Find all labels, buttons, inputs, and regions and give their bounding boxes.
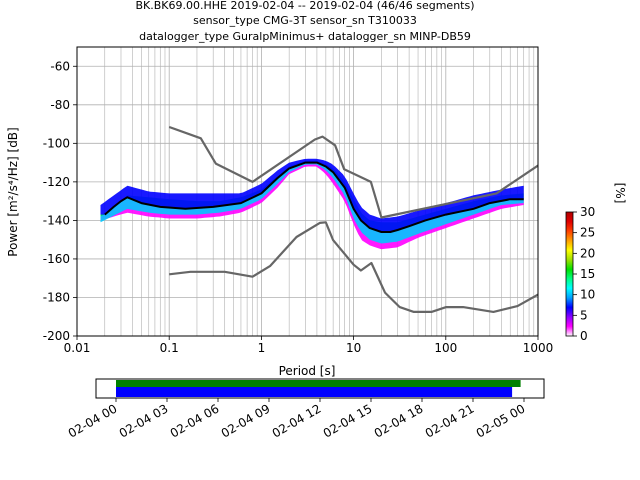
title-line-2: sensor_type CMG-3T sensor_sn T310033	[193, 14, 417, 27]
title-line-1: BK.BK69.00.HHE 2019-02-04 -- 2019-02-04 …	[135, 0, 474, 12]
colorbar-ticks: 0 5 10 15 20 25 30	[573, 205, 595, 343]
timeline-tick-label: 02-04 15	[321, 401, 375, 440]
timeline-tick-label: 02-04 21	[423, 401, 477, 440]
density-band	[100, 158, 524, 232]
y-tick-labels: -200 -180 -160 -140 -120 -100 -80 -60	[43, 59, 77, 343]
colorbar: 0 5 10 15 20 25 30 [%]	[565, 183, 627, 343]
series-lines	[104, 125, 538, 313]
timeline-tick-label: 02-04 18	[372, 401, 426, 440]
timeline-tick-label: 02-04 12	[270, 401, 324, 440]
x-tick-label: 1000	[523, 341, 554, 355]
y-tick-label: -140	[43, 213, 70, 227]
y-tick-label: -180	[43, 290, 70, 304]
ppsd-plot: 0.01 0.1 1 10 100 1000 -200 -180 -160 -140 -120 -1…	[6, 46, 554, 378]
series-line-noise-model-high	[168, 125, 538, 219]
x-tick-label: 0.1	[160, 341, 179, 355]
x-tick-label: 10	[346, 341, 361, 355]
x-tick-label: 0.01	[64, 341, 91, 355]
x-axis-label: Period [s]	[279, 364, 336, 378]
colorbar-tick-label: 15	[580, 267, 595, 281]
timeline-tick-label: 02-05 00	[474, 401, 528, 440]
colorbar-tick-label: 0	[580, 329, 588, 343]
colorbar-label: [%]	[613, 183, 627, 204]
y-tick-label: -80	[50, 98, 70, 112]
y-tick-label: -160	[43, 252, 70, 266]
series-line-mean	[104, 161, 524, 233]
y-tick-label: -100	[43, 136, 70, 150]
x-tick-label: 100	[434, 341, 457, 355]
colorbar-tick-label: 25	[580, 226, 595, 240]
timeline-tick-label: 02-04 06	[168, 401, 222, 440]
timeline-tick-label: 02-04 03	[117, 401, 171, 440]
y-tick-label: -120	[43, 175, 70, 189]
timeline-bar-data	[116, 380, 521, 387]
timeline-tick-label: 02-04 09	[219, 401, 273, 440]
x-tick-labels: 0.01 0.1 1 10 100 1000	[64, 336, 554, 355]
figure-title: BK.BK69.00.HHE 2019-02-04 -- 2019-02-04 …	[135, 0, 474, 43]
timeline-tick-label: 02-04 00	[66, 401, 120, 440]
y-axis-label: Power [m²/s⁴/Hz] [dB]	[6, 127, 20, 256]
colorbar-tick-label: 5	[580, 308, 588, 322]
timeline-bars	[116, 380, 521, 397]
colorbar-tick-label: 30	[580, 205, 595, 219]
colorbar-tick-label: 10	[580, 288, 595, 302]
grid	[76, 47, 538, 336]
x-tick-label: 1	[258, 341, 266, 355]
title-line-3: datalogger_type GuralpMinimus+ datalogge…	[139, 30, 471, 43]
y-tick-label: -60	[50, 59, 70, 73]
plot-frame	[76, 46, 539, 337]
plot-background	[77, 47, 538, 336]
colorbar-gradient	[565, 211, 574, 337]
y-tick-label: -200	[43, 329, 70, 343]
series-line-noise-model-low	[169, 221, 538, 313]
colorbar-tick-label: 20	[580, 246, 595, 260]
timeline-bar-processed	[116, 387, 513, 397]
